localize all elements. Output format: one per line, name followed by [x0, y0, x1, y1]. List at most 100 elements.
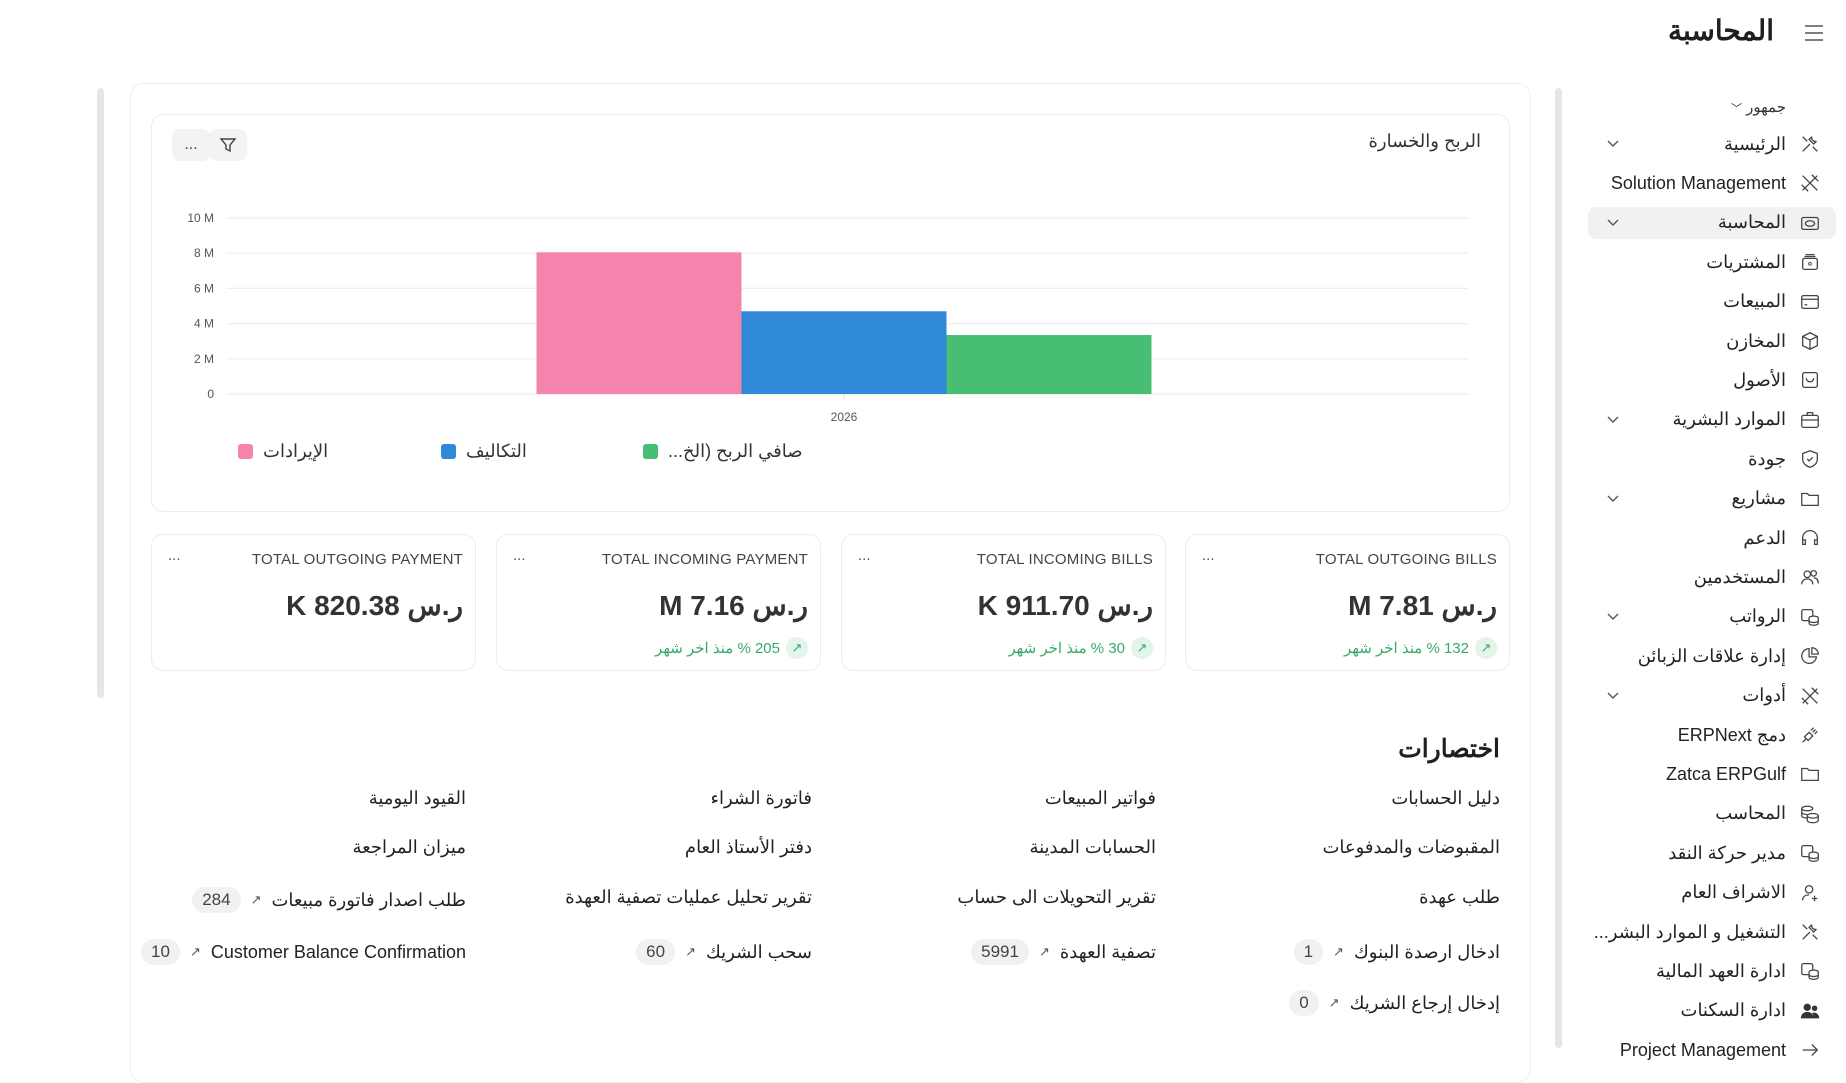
shortcut-link[interactable]: طلب عهدة [1419, 887, 1500, 908]
chart-filter-button[interactable] [209, 129, 247, 161]
shortcut-label: سحب الشريك [705, 941, 812, 962]
payroll-icon [1798, 959, 1822, 983]
sidebar-item[interactable]: التشغيل و الموارد البشر... [1588, 916, 1836, 948]
chevron-down-icon[interactable] [1606, 216, 1620, 230]
headset-icon [1798, 526, 1822, 550]
stat-change-text: 205 % منذ اخر شهر [655, 640, 780, 657]
sidebar-scrollbar[interactable] [1555, 88, 1562, 1048]
stat-value: ر.س 820.38 K [286, 590, 463, 621]
tools-icon [1798, 132, 1822, 156]
sidebar-item[interactable]: الموارد البشرية [1588, 404, 1836, 436]
bar [741, 311, 947, 394]
sidebar-item[interactable]: ادارة السكنات [1588, 995, 1836, 1027]
hamburger-icon[interactable] [1804, 24, 1824, 42]
shortcut-count: 0 [1289, 990, 1319, 1016]
shortcut-link[interactable]: إدخال إرجاع الشريك ↗ 0 [1289, 990, 1500, 1016]
package-icon [1798, 329, 1822, 353]
shortcut-link[interactable]: القيود اليومية [369, 788, 466, 809]
chart-more-button[interactable]: ... [172, 129, 210, 161]
chevron-down-icon[interactable] [1606, 137, 1620, 151]
legend-item[interactable]: التكاليف [441, 441, 527, 462]
sidebar-item[interactable]: الأصول [1588, 364, 1836, 396]
shortcut-count: 1 [1293, 939, 1324, 965]
shortcut-link[interactable]: فاتورة الشراء [711, 788, 812, 809]
shield-check-icon [1798, 447, 1822, 471]
sidebar-item[interactable]: جودة [1588, 443, 1836, 475]
sidebar-item[interactable]: المخازن [1588, 325, 1836, 357]
shortcut-link[interactable]: الحسابات المدينة [1029, 837, 1156, 858]
sidebar-item[interactable]: ادارة العهد المالية [1588, 955, 1836, 987]
arrow-up-right-icon: ↗ [250, 892, 262, 907]
shortcut-link[interactable]: دفتر الأستاذ العام [685, 837, 812, 858]
coins-icon [1798, 802, 1822, 826]
shortcut-label: القيود اليومية [368, 788, 466, 808]
shortcut-link[interactable]: دليل الحسابات [1391, 788, 1500, 809]
filter-icon [219, 138, 237, 153]
sidebar-item[interactable]: المبيعات [1588, 286, 1836, 318]
chevron-down-icon[interactable] [1606, 492, 1620, 506]
arrow-up-right-icon: ↗ [786, 637, 808, 659]
arrow-up-right-icon: ↗ [1131, 637, 1153, 659]
sidebar-item-label: الدعم [1743, 527, 1786, 548]
stat-change-text: 30 % منذ اخر شهر [1008, 640, 1125, 657]
chevron-down-icon[interactable] [1606, 413, 1620, 427]
bar [536, 252, 742, 394]
sidebar-item[interactable]: Project Management [1588, 1034, 1836, 1066]
chevron-down-icon: ﹀ [1730, 103, 1742, 115]
shortcut-link[interactable]: ميزان المراجعة [352, 837, 466, 858]
sidebar-item[interactable]: الرواتب [1588, 601, 1836, 633]
main-scrollbar[interactable] [97, 88, 104, 698]
folder-icon [1798, 487, 1822, 511]
chevron-down-icon[interactable] [1606, 689, 1620, 703]
legend-item[interactable]: الإيرادات [238, 441, 328, 462]
stat-card: TOTAL INCOMING BILLS... ر.س 911.70 K ↗ 30 %… [841, 534, 1166, 671]
shortcut-link[interactable]: تصفية العهدة ↗ 5991 [971, 939, 1156, 965]
stat-label: TOTAL OUTGOING BILLS [1315, 551, 1497, 568]
workspace-selector[interactable]: جمهور ﹀ [1731, 98, 1786, 116]
shortcut-link[interactable]: ادخال ارصدة البنوك ↗ 1 [1293, 939, 1500, 965]
shortcut-link[interactable]: المقبوضات والمدفوعات [1322, 837, 1500, 858]
stat-more-button[interactable]: ... [1202, 547, 1215, 564]
hammer-wrench-icon [1798, 171, 1822, 195]
shortcut-count: 284 [192, 887, 241, 913]
sidebar-item[interactable]: مشاريع [1588, 483, 1836, 515]
sidebar-item[interactable]: الرئيسية [1588, 128, 1836, 160]
legend-item[interactable]: صافي الربح (الخ... [643, 441, 803, 462]
stat-card: TOTAL OUTGOING BILLS... ر.س 7.81 M ↗ 132 % … [1185, 534, 1510, 671]
plug-icon [1798, 723, 1822, 747]
shortcut-link[interactable]: تقرير تحليل عمليات تصفية العهدة [565, 887, 812, 908]
shortcut-link[interactable]: تقرير التحويلات الى حساب [957, 887, 1156, 908]
sidebar-item-label: مدير حركة النقد [1668, 842, 1786, 863]
sidebar-item[interactable]: المحاسب [1588, 798, 1836, 830]
sidebar-item[interactable]: المستخدمين [1588, 561, 1836, 593]
y-tick-label: 0 [207, 387, 214, 401]
sidebar-item[interactable]: إدارة علاقات الزبائن [1588, 640, 1836, 672]
stat-more-button[interactable]: ... [858, 547, 871, 564]
sidebar-item[interactable]: دمج ERPNext [1588, 719, 1836, 751]
tools-icon [1798, 920, 1822, 944]
shortcut-link[interactable]: سحب الشريك ↗ 60 [636, 939, 812, 965]
sidebar-item[interactable]: المحاسبة [1588, 206, 1836, 239]
workspace-label: جمهور [1746, 99, 1786, 116]
sidebar-item[interactable]: المشتريات [1588, 246, 1836, 278]
shortcut-link[interactable]: Customer Balance Confirmation ↗ 10 [141, 939, 466, 965]
shortcut-link[interactable]: طلب اصدار فاتورة مبيعات ↗ 284 [192, 887, 466, 913]
stat-more-button[interactable]: ... [168, 547, 181, 564]
arrow-up-right-icon: ↗ [1333, 944, 1344, 959]
shortcut-label: دفتر الأستاذ العام [684, 837, 812, 857]
chart-legend: الإيرادات التكاليف صافي الربح (الخ... [152, 441, 1511, 465]
sidebar-item[interactable]: Zatca ERPGulf [1588, 758, 1836, 790]
payroll-icon [1798, 841, 1822, 865]
sidebar-item[interactable]: الدعم [1588, 522, 1836, 554]
y-tick-label: 4 M [194, 317, 214, 331]
stat-more-button[interactable]: ... [513, 547, 526, 564]
chevron-down-icon[interactable] [1606, 610, 1620, 624]
sidebar-item[interactable]: مدير حركة النقد [1588, 837, 1836, 869]
shortcut-label: طلب اصدار فاتورة مبيعات [271, 889, 466, 910]
shortcut-link[interactable]: فواتير المبيعات [1045, 788, 1156, 809]
sidebar-item[interactable]: Solution Management [1588, 167, 1836, 199]
sidebar-item[interactable]: الاشراف العام [1588, 877, 1836, 909]
shortcut-count: 10 [141, 939, 180, 965]
sidebar-item-label: أدوات [1742, 685, 1786, 706]
sidebar-item[interactable]: أدوات [1588, 680, 1836, 712]
